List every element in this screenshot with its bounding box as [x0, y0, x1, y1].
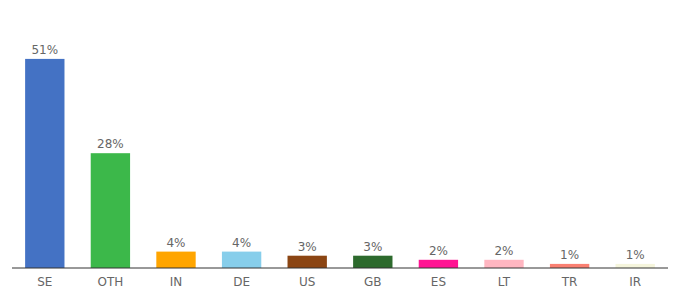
x-tick-label: TR [561, 275, 578, 289]
data-label: 3% [363, 240, 382, 254]
x-tick-label: OTH [97, 275, 123, 289]
bar [288, 256, 327, 268]
data-label: 28% [97, 137, 124, 151]
x-tick-label: SE [37, 275, 52, 289]
bar [616, 264, 655, 268]
data-label: 1% [626, 248, 645, 262]
chart-svg: 51% 28% 4% 4% 3% 3% 2% 2% 1% 1% SE OTH IN DE US GB ES LT T… [0, 0, 680, 300]
chart-container: 51% 28% 4% 4% 3% 3% 2% 2% 1% 1% SE OTH IN DE US GB ES LT T… [0, 0, 680, 300]
bar [156, 252, 195, 268]
bar [222, 252, 261, 268]
bar [550, 264, 589, 268]
x-axis-line [12, 268, 668, 269]
data-label: 4% [232, 236, 251, 250]
data-label: 1% [560, 248, 579, 262]
data-label: 51% [31, 43, 58, 57]
x-tick-label: GB [364, 275, 382, 289]
data-label: 4% [166, 236, 185, 250]
x-tick-label: LT [498, 275, 511, 289]
bar [484, 260, 523, 268]
data-label: 2% [429, 244, 448, 258]
x-tick-label: ES [431, 275, 446, 289]
bar [25, 59, 64, 268]
bar [353, 256, 392, 268]
x-tick-label: US [299, 275, 315, 289]
x-tick-label: DE [233, 275, 250, 289]
bar [419, 260, 458, 268]
bars [25, 59, 655, 268]
x-tick-label: IN [170, 275, 183, 289]
bar [91, 153, 130, 268]
data-label: 3% [298, 240, 317, 254]
x-tick-label: IR [629, 275, 641, 289]
data-label: 2% [494, 244, 513, 258]
